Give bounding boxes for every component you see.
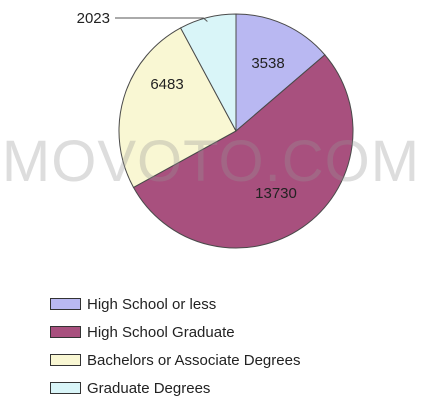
legend-swatch-high-school-graduate bbox=[50, 326, 81, 338]
legend-label-high-school-graduate: High School Graduate bbox=[87, 323, 235, 341]
data-label-high-school-or-less: 3538 bbox=[251, 55, 284, 72]
legend-label-graduate-degrees: Graduate Degrees bbox=[87, 379, 211, 397]
legend-swatch-high-school-or-less bbox=[50, 298, 81, 310]
legend-label-bachelors-or-associate: Bachelors or Associate Degrees bbox=[87, 351, 301, 369]
legend-item-high-school-graduate: High School Graduate bbox=[50, 318, 300, 346]
pie-slice-high-school-graduate bbox=[132, 54, 354, 249]
legend-label-high-school-or-less: High School or less bbox=[87, 295, 217, 313]
legend-item-graduate-degrees: Graduate Degrees bbox=[50, 374, 300, 400]
leader-line-graduate-degrees bbox=[115, 17, 208, 22]
data-label-graduate-degrees: 2023 bbox=[77, 10, 110, 27]
pie-slice-bachelors-or-associate bbox=[118, 27, 237, 189]
legend: High School or less High School Graduate… bbox=[50, 290, 300, 400]
legend-item-bachelors-or-associate: Bachelors or Associate Degrees bbox=[50, 346, 300, 374]
data-label-bachelors-or-associate: 6483 bbox=[150, 76, 183, 93]
data-label-high-school-graduate: 13730 bbox=[255, 185, 297, 202]
legend-swatch-graduate-degrees bbox=[50, 382, 81, 394]
legend-item-high-school-or-less: High School or less bbox=[50, 290, 300, 318]
pie-slice-graduate-degrees bbox=[179, 13, 237, 132]
legend-swatch-bachelors-or-associate bbox=[50, 354, 81, 366]
pie-slice-high-school-or-less bbox=[235, 13, 326, 133]
